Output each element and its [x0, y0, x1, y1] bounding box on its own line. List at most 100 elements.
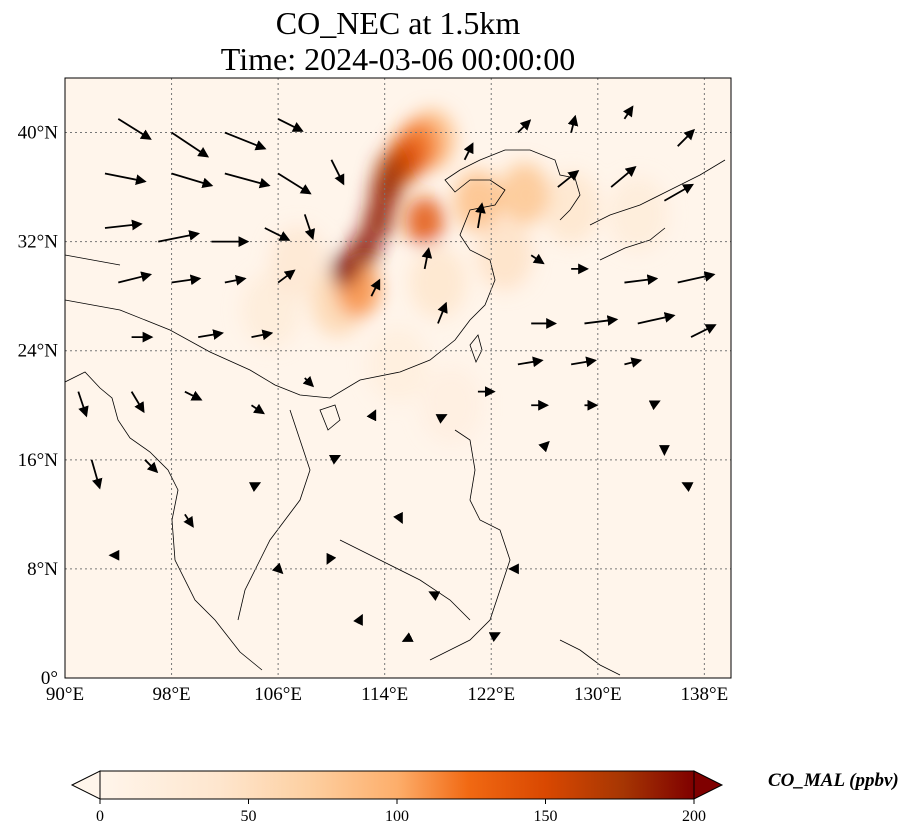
co-plume-blob	[330, 251, 359, 287]
wind-arrow	[622, 105, 634, 120]
co-plume-blob	[420, 366, 482, 444]
wind-arrow	[530, 253, 545, 265]
wind-arrow	[637, 312, 676, 325]
co-concentration-field	[241, 109, 668, 444]
wind-arrow	[104, 172, 147, 185]
wind-arrow	[104, 219, 143, 231]
colorbar-tick-label: 150	[534, 808, 558, 825]
wind-arrow	[571, 356, 597, 368]
wind-arrow	[224, 131, 267, 151]
colorbar-tick-label: 0	[96, 808, 104, 825]
wind-arrow	[250, 403, 265, 415]
chart-subtitle-time: Time: 2024-03-06 00:00:00	[220, 41, 576, 77]
y-tick-label: 24°N	[18, 341, 59, 362]
wind-arrow	[158, 230, 201, 243]
wind-arrow	[648, 400, 661, 411]
wind-arrow	[144, 459, 159, 474]
chart-title: CO_NEC at 1.5km	[275, 5, 521, 41]
y-tick-label: 16°N	[18, 450, 59, 471]
wind-arrow	[303, 214, 316, 241]
colorbar-ticks: 0 50 100 150 200	[96, 799, 706, 825]
wind-arrow	[90, 459, 103, 490]
wind-arrow	[393, 511, 403, 524]
y-tick-label: 32°N	[18, 232, 59, 253]
wind-arrow	[198, 329, 224, 340]
wind-arrow	[353, 613, 363, 626]
wind-arrow	[130, 391, 145, 414]
y-tick-label: 0°	[41, 668, 58, 689]
wind-arrow	[690, 324, 717, 338]
wind-arrow	[277, 118, 304, 132]
wind-arrow	[370, 278, 381, 297]
co-plume-blob	[476, 220, 533, 291]
wind-arrow	[171, 131, 210, 158]
wind-arrow	[183, 513, 194, 528]
x-tick-label: 106°E	[254, 684, 302, 705]
wind-arrow	[366, 409, 377, 422]
wind-arrow	[475, 202, 486, 229]
y-tick-label: 8°N	[27, 559, 58, 580]
y-tick-label: 40°N	[18, 123, 59, 144]
wind-arrow	[421, 247, 433, 270]
y-axis-ticks: 0° 8°N 16°N 24°N 32°N 40°N	[18, 123, 59, 689]
wind-arrow	[567, 114, 579, 133]
wind-arrow	[517, 119, 532, 134]
wind-arrow	[517, 356, 544, 368]
colorbar-tick-label: 100	[385, 808, 409, 825]
colorbar-label: CO_MAL (ppbv)	[768, 770, 899, 791]
colorbar-tick-label: 200	[682, 808, 706, 825]
co-plume-blob	[608, 177, 668, 252]
x-tick-label: 130°E	[574, 684, 622, 705]
wind-arrow	[171, 172, 214, 189]
co-plume-blob	[350, 230, 380, 267]
wind-arrow	[330, 159, 345, 186]
wind-arrow	[302, 375, 315, 388]
wind-arrow	[118, 271, 153, 284]
wind-arrow	[271, 562, 284, 575]
wind-arrow	[117, 118, 152, 140]
wind-arrow	[663, 183, 694, 202]
x-tick-label: 98°E	[152, 684, 190, 705]
x-tick-label: 114°E	[361, 684, 408, 705]
wind-arrow	[584, 315, 619, 326]
wind-arrow	[677, 128, 695, 147]
map-frame	[64, 77, 732, 679]
wind-arrow	[677, 271, 716, 284]
co-plume-blob	[367, 326, 429, 403]
wind-arrow	[249, 482, 262, 492]
coastlines	[65, 149, 726, 676]
wind-arrow	[328, 455, 342, 465]
co-plume-blob	[269, 226, 327, 299]
wind-arrow	[77, 391, 89, 418]
wind-arrow	[681, 482, 694, 492]
wind-arrow	[624, 274, 659, 286]
wind-arrow	[488, 632, 501, 642]
x-tick-label: 90°E	[46, 684, 84, 705]
x-axis-ticks: 90°E 98°E 106°E 114°E 122°E 130°E 138°E	[46, 684, 728, 705]
wind-vectors	[77, 105, 717, 642]
colorbar-tick-label: 50	[241, 808, 257, 825]
wind-arrow	[610, 165, 637, 188]
wind-arrow	[624, 357, 643, 368]
wind-arrow	[264, 227, 291, 241]
wind-arrow	[435, 414, 448, 424]
wind-arrow	[224, 275, 247, 286]
colorbar-extend-min	[70, 770, 101, 800]
wind-arrow	[401, 632, 414, 642]
wind-arrow	[184, 390, 203, 401]
gridlines	[65, 78, 731, 678]
wind-arrow	[538, 440, 550, 453]
x-tick-label: 122°E	[467, 684, 515, 705]
co-plume-blob	[409, 247, 467, 319]
wind-arrow	[326, 552, 337, 565]
wind-arrow	[437, 301, 448, 324]
wind-arrow	[277, 172, 312, 195]
colorbar-gradient	[99, 770, 695, 800]
wind-arrow	[277, 269, 296, 284]
colorbar: 0 50 100 150 200	[70, 770, 724, 825]
co-plume-blob	[499, 162, 550, 225]
colorbar-extend-max	[693, 770, 724, 800]
co-plume-blob	[453, 170, 503, 232]
co-plume-blob	[405, 196, 445, 246]
